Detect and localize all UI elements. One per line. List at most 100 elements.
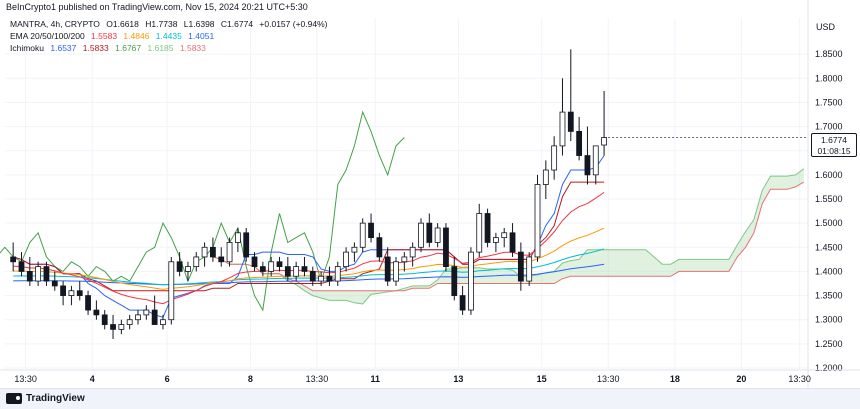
y-tick-label: 1.3000 [815,315,843,325]
candle-body [443,227,449,268]
candle-body [151,309,158,325]
ichimoku-v2: 1.5833 [82,43,109,53]
candle-body [501,232,508,239]
candle-body [85,295,91,311]
candle-body [243,232,250,258]
candle-body [293,266,300,277]
ema-legend[interactable]: EMA 20/50/100/200 1.5583 1.4846 1.4435 1… [10,31,218,41]
candle-body [176,261,183,272]
candle-body [210,246,216,258]
candle-body [334,266,341,282]
candle-body [268,261,275,272]
ichimoku-base-line [13,181,605,292]
tradingview-logo[interactable]: TradingView [6,393,85,404]
candle-body [426,222,433,243]
y-tick-label: 1.5500 [815,194,843,204]
ema50-value: 1.4846 [123,31,150,41]
candle-body [468,251,474,311]
y-tick-label: 1.4000 [815,266,843,276]
candle-body [168,261,175,321]
candle-body [160,319,166,325]
x-tick-label: 13:30 [306,374,329,384]
x-tick-label: 20 [736,374,746,384]
candle-body [376,237,383,258]
bar-countdown: 01:08:15 [817,146,851,156]
publisher-text: BeInCrypto1 published on TradingView.com… [6,2,308,12]
candle-body [567,111,574,132]
y-tick-label: 1.8500 [815,49,843,59]
candle-body [409,246,416,258]
high-value: H1.7738 [145,19,178,29]
x-tick-label: 18 [670,374,680,384]
candle-body [393,261,399,282]
price-chart[interactable]: 1.85001.80001.75001.70001.65001.60001.55… [0,0,860,388]
candle-body [359,222,366,248]
ema20-value: 1.5583 [91,31,118,41]
ichimoku-v5: 1.5833 [179,43,206,53]
candle-body [185,266,191,272]
candle-body [143,309,150,316]
x-tick-label: 13:30 [597,374,620,384]
candle-body [418,222,424,248]
ema200-value: 1.4051 [188,31,215,41]
y-tick-label: 1.2500 [815,339,843,349]
publisher-line: BeInCrypto1 published on TradingView.com… [6,2,311,12]
y-tick-label: 1.8000 [815,73,843,83]
candle-body [459,295,466,311]
candle-body [193,256,200,268]
candle-body [18,261,25,272]
candle-body [601,137,607,146]
candle-body [551,145,558,171]
candle-body [43,266,50,282]
candle-body [118,324,125,330]
candle-body [484,213,491,243]
ichimoku-legend[interactable]: Ichimoku 1.6537 1.5833 1.6767 1.6185 1.5… [10,43,210,53]
last-price-badge: 1.6774 01:08:15 [811,133,857,157]
candle-body [351,246,358,253]
ema-label: EMA 20/50/100/200 [10,31,85,41]
candle-body [135,314,141,321]
candle-body [534,184,541,258]
candle-body [301,266,308,272]
candle-body [110,324,116,330]
candle-body [326,275,333,282]
tradingview-logo-icon [6,393,22,404]
candle-body [126,319,133,325]
candle-body [51,280,58,287]
candle-body [318,275,325,282]
candle-body [384,256,391,282]
candle-body [517,251,524,282]
ema100-value: 1.4435 [155,31,182,41]
change-value: +0.0157 (+0.94%) [259,19,328,29]
y-tick-label: 1.7500 [815,97,843,107]
ichimoku-cloud [212,168,804,304]
ema100-line [13,248,605,286]
last-price: 1.6774 [821,135,847,145]
x-tick-label: 4 [90,374,95,384]
candle-body [401,256,408,263]
x-tick-label: 13:30 [14,374,37,384]
ohlc-legend[interactable]: MANTRA, 4h, CRYPTO O1.6618 H1.7738 L1.63… [10,19,331,29]
candle-body [343,251,349,268]
y-tick-label: 1.4500 [815,242,843,252]
candle-body [101,314,108,325]
brand-label: TradingView [26,393,85,404]
candle-body [476,213,483,253]
ema50-line [13,227,605,290]
ichimoku-v3: 1.6767 [115,43,142,53]
ichimoku-lagging-span [0,110,405,312]
candle-body [284,266,291,277]
x-tick-label: 15 [537,374,547,384]
candle-body [234,232,241,243]
candle-body [592,145,599,176]
x-tick-label: 8 [248,374,253,384]
candle-body [584,155,591,176]
candle-body [35,266,42,282]
candle-body [576,130,583,156]
x-tick-label: 13 [453,374,463,384]
candle-body [218,256,225,263]
candle-body [559,111,566,147]
close-value: C1.6774 [220,19,254,29]
candle-body [276,261,283,267]
y-tick-label: 1.2000 [815,363,843,373]
